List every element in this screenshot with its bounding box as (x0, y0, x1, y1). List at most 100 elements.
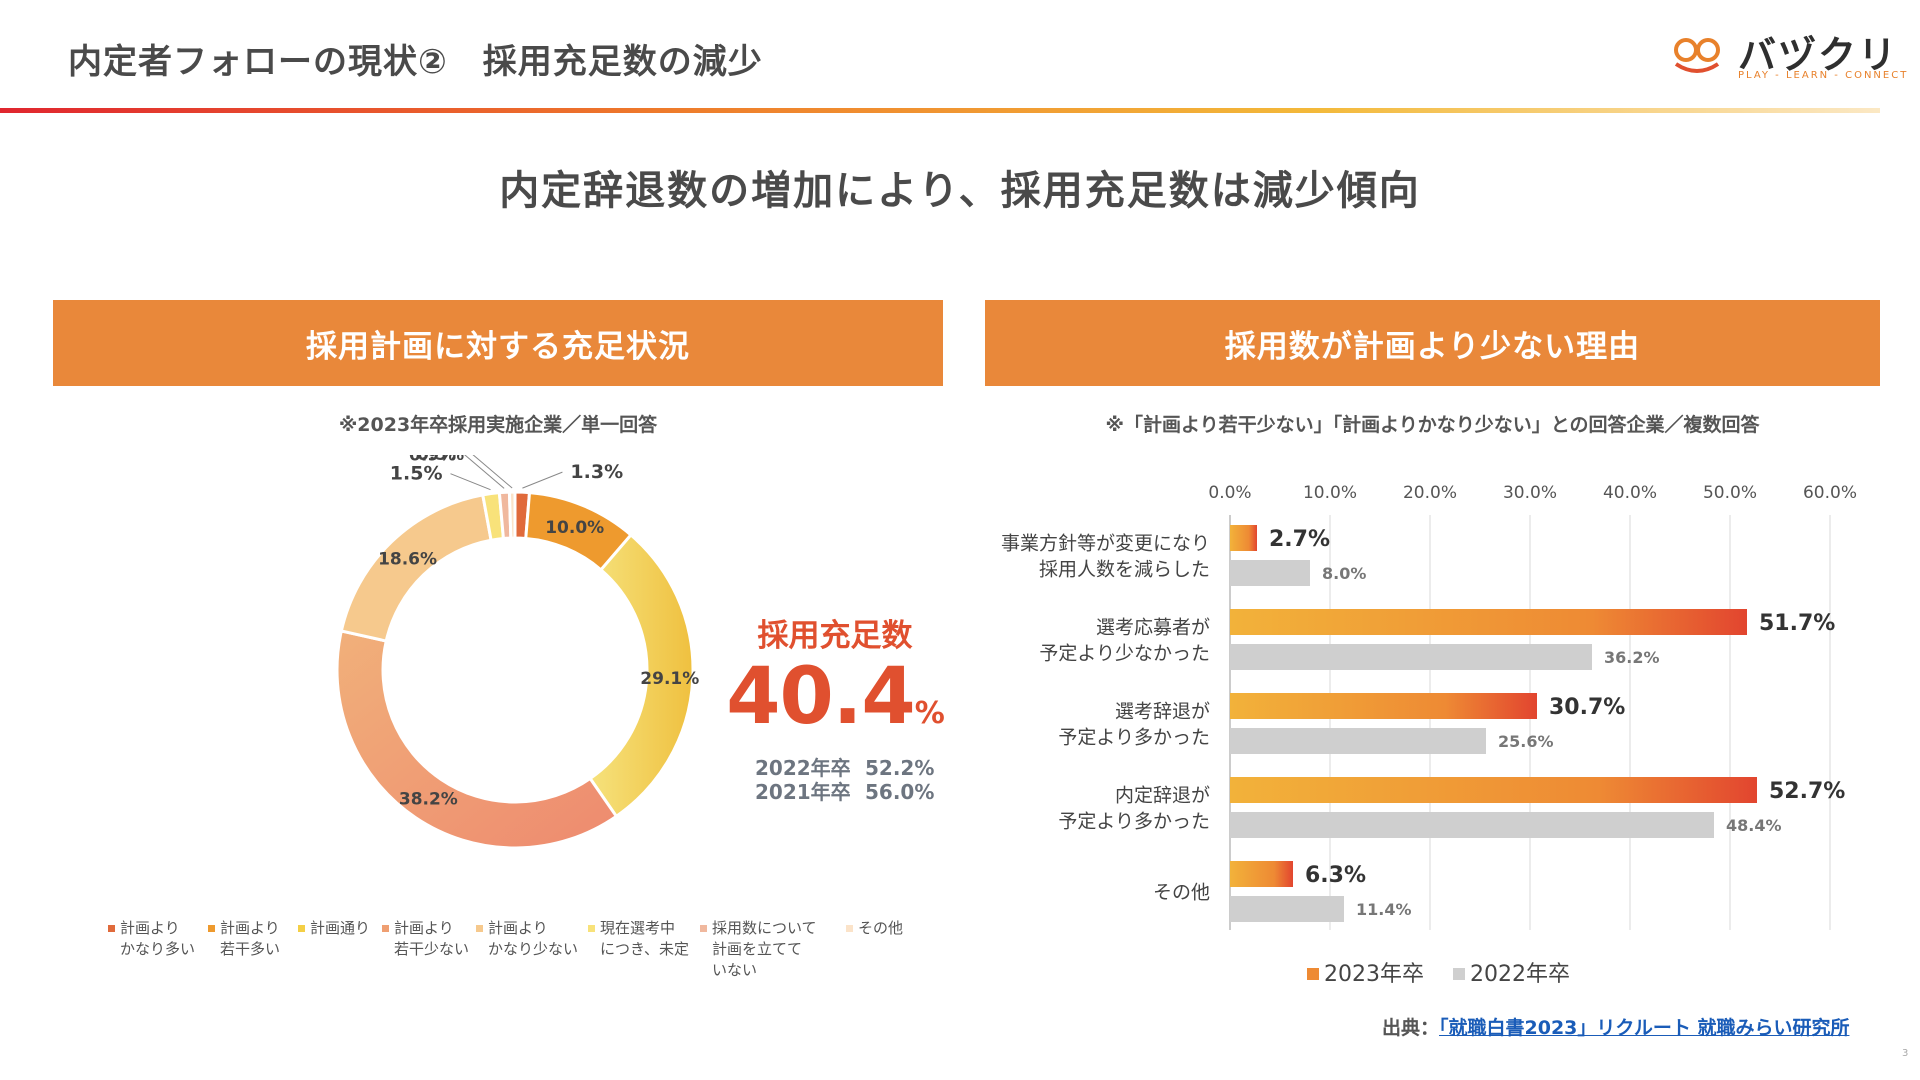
donut-legend: 計画より かなり多い 計画より 若干多い 計画通り 計画より 若干少ない 計画より かな… (108, 918, 928, 998)
legend-label: 採用数について 計画を立てて いない (712, 919, 817, 979)
legend-label: 計画より かなり多い (120, 919, 196, 958)
comparison-value: 56.0% (865, 780, 935, 804)
category-label: 選考辞退が (1115, 701, 1210, 723)
legend-swatch (476, 925, 483, 932)
legend-swatch (846, 925, 853, 932)
donut-chart: 1.3% 10.0% 29.1% 38.2% 18.6% 1.5%0.9%0.5% (335, 455, 699, 850)
bar-2023 (1230, 861, 1293, 887)
donut-value-label: 1.3% (570, 461, 623, 483)
legend-item: その他 (846, 918, 903, 939)
comparison-row: 2021年卒 56.0% (755, 776, 955, 805)
legend-swatch (298, 925, 305, 932)
logo-tagline: PLAY - LEARN - CONNECT (1738, 70, 1909, 81)
category-label: 選考応募者が (1096, 617, 1210, 639)
donut-value-label: 18.6% (378, 549, 437, 569)
left-panel-note: ※2023年卒採用実施企業／単一回答 (338, 414, 658, 436)
legend-label: 計画より 若干多い (220, 919, 281, 958)
legend-label: 2022年卒 (1470, 962, 1570, 987)
donut-leader-line (450, 473, 491, 491)
donut-slice (507, 490, 517, 540)
fill-rate-number: 40.4 (726, 652, 915, 742)
donut-value-label: 0.9% (409, 455, 456, 465)
donut-leader-line (522, 471, 563, 489)
bar-value-label: 2.7% (1269, 527, 1330, 552)
source-citation: 出典：「就職白書2023」リクルート 就職みらい研究所 (1382, 1013, 1849, 1040)
legend-label: 2023年卒 (1324, 962, 1424, 987)
donut-value-label: 29.1% (640, 669, 699, 689)
comparison-year: 2021年卒 (755, 780, 851, 804)
bar-2022 (1230, 896, 1344, 922)
legend-swatch (382, 925, 389, 932)
comparison-year: 2022年卒 (755, 756, 851, 780)
category-label: 採用人数を減らした (1039, 559, 1210, 581)
category-label: 予定より少なかった (1039, 643, 1210, 665)
legend-swatch (588, 925, 595, 932)
header-divider (0, 108, 1880, 113)
right-panel-header: 採用数が計画より少ない理由 (985, 300, 1880, 386)
legend-swatch (108, 925, 115, 932)
donut-value-label: 1.5% (390, 463, 443, 485)
x-tick-label: 30.0% (1503, 483, 1557, 503)
donut-leader-line (472, 455, 513, 489)
bar-value-label: 51.7% (1759, 611, 1835, 636)
bar-value-label: 11.4% (1356, 900, 1412, 919)
donut-value-label: 0.5% (417, 455, 464, 465)
bar-2022 (1230, 644, 1592, 670)
legend-item: 計画より かなり多い (108, 918, 195, 960)
comparison-value: 52.2% (865, 756, 935, 780)
legend-item: 計画より かなり少ない (476, 918, 578, 960)
x-tick-label: 20.0% (1403, 483, 1457, 503)
source-label: 出典： (1382, 1017, 1440, 1039)
category-label: その他 (1153, 882, 1210, 904)
legend-swatch (1307, 968, 1319, 980)
legend-item: 現在選考中 につき、未定 (588, 918, 689, 960)
x-tick-label: 40.0% (1603, 483, 1657, 503)
legend-item: 計画より 若干少ない (382, 918, 469, 960)
logo-text: バヅクリ (1738, 33, 1899, 77)
comparison-row: 2022年卒 52.2% (755, 752, 955, 781)
x-tick-label: 50.0% (1703, 483, 1757, 503)
bar-value-label: 52.7% (1769, 779, 1845, 804)
bar-2022 (1230, 728, 1486, 754)
legend-item: 採用数について 計画を立てて いない (700, 918, 817, 981)
legend-swatch (208, 925, 215, 932)
left-panel-header: 採用計画に対する充足状況 (53, 300, 943, 386)
legend-item: 計画より 若干多い (208, 918, 280, 960)
headline: 内定辞退数の増加により、採用充足数は減少傾向 (499, 168, 1421, 214)
legend-label: 計画通り (310, 919, 371, 937)
donut-leader-line (464, 455, 505, 489)
bar-2023 (1230, 693, 1537, 719)
legend-label: 計画より 若干少ない (394, 919, 470, 958)
legend-label: その他 (858, 919, 904, 937)
x-tick-label: 10.0% (1303, 483, 1357, 503)
bar-value-label: 8.0% (1322, 564, 1366, 583)
x-tick-label: 0.0% (1208, 483, 1251, 503)
bar-2022 (1230, 812, 1714, 838)
legend-swatch (700, 925, 707, 932)
fill-rate-value: 40.4% (725, 652, 945, 742)
donut-value-label: 38.2% (399, 790, 458, 810)
bar-2023 (1230, 609, 1747, 635)
fill-rate-title: 採用充足数 (757, 618, 913, 654)
bar-chart: 0.0% 10.0% 20.0% 30.0% 40.0% 50.0% 60.0% 事業方針等… (1001, 483, 1857, 987)
category-label: 事業方針等が変更になり (1001, 533, 1210, 555)
right-panel-note: ※「計画より若干少ない」「計画よりかなり少ない」との回答企業／複数回答 (1105, 414, 1760, 436)
bar-value-label: 6.3% (1305, 863, 1366, 888)
legend-item: 計画通り (298, 918, 370, 939)
page-title: 内定者フォローの現状② 採用充足数の減少 (68, 42, 763, 82)
legend-swatch (1453, 968, 1465, 980)
page-number: 3 (1902, 1048, 1909, 1059)
category-label: 予定より多かった (1058, 727, 1210, 749)
fill-rate-unit: % (914, 696, 945, 731)
category-label: 予定より多かった (1058, 811, 1210, 833)
bar-value-label: 36.2% (1604, 648, 1660, 667)
logo-icon (1674, 38, 1720, 73)
bar-value-label: 30.7% (1549, 695, 1625, 720)
legend-label: 計画より かなり少ない (488, 919, 579, 958)
bar-2023 (1230, 777, 1757, 803)
source-link[interactable]: 「就職白書2023」リクルート 就職みらい研究所 (1439, 1017, 1850, 1039)
category-label: 内定辞退が (1115, 785, 1210, 807)
bar-2023 (1230, 525, 1257, 551)
bar-2022 (1230, 560, 1310, 586)
legend-label: 現在選考中 につき、未定 (600, 919, 689, 958)
